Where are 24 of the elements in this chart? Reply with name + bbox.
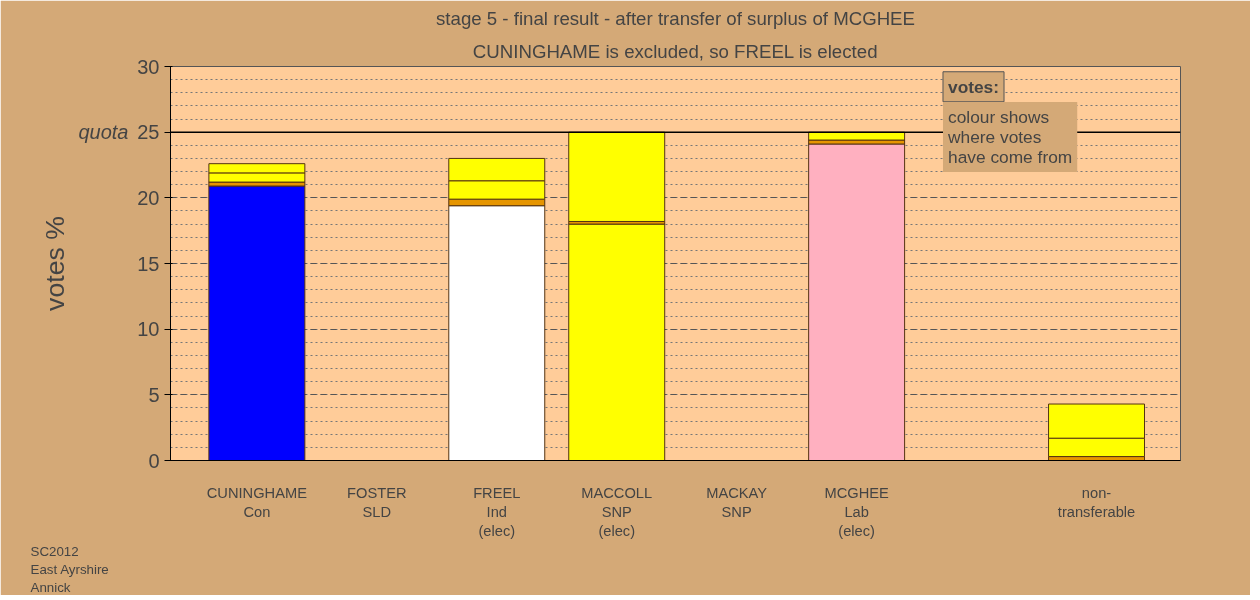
y-tick-label: 30 (137, 55, 160, 78)
y-tick-label: 10 (137, 318, 160, 341)
y-tick-label: 20 (137, 186, 160, 209)
annotation: colour shows where votes have come from (946, 106, 1073, 167)
y-axis-title: votes % (40, 216, 71, 311)
bar (568, 131, 666, 222)
y-tick-label: 25 (137, 121, 160, 144)
x-tick-label: MACKAY SNP (706, 484, 768, 520)
y-tick-label: 0 (148, 449, 160, 472)
x-tick-label: FREEL Ind (elec) (473, 484, 521, 539)
annotation: votes: (947, 76, 1000, 97)
x-tick-label: MACCOLL SNP (elec) (581, 484, 653, 539)
x-tick-label: non- transferable (1057, 484, 1136, 520)
chart-subtitle: CUNINGHAME is excluded, so FREEL is elected (472, 40, 878, 62)
x-tick-label: FOSTER SLD (347, 484, 407, 520)
chart-title: stage 5 - final result - after transfer of surplus of MCGHEE (435, 7, 916, 29)
bar (808, 143, 906, 461)
x-tick-label: MCGHEE Lab (elec) (824, 484, 890, 539)
y-tick-label: 5 (148, 383, 160, 406)
text: SC2012 East Ayrshire Annick (30, 544, 109, 595)
y-tick-label: 15 (137, 252, 160, 275)
bar (208, 185, 306, 461)
ref-line-label: quota (78, 121, 129, 144)
x-tick-label: CUNINGHAME Con (206, 484, 308, 520)
